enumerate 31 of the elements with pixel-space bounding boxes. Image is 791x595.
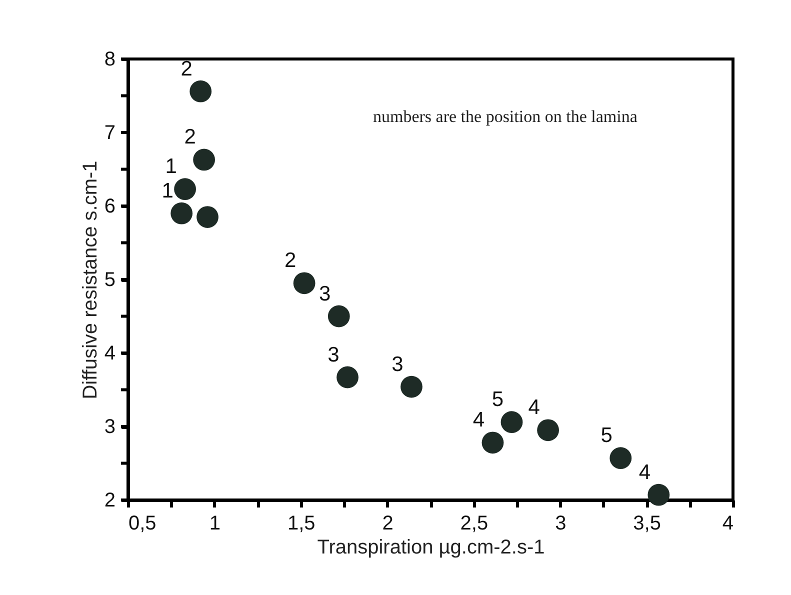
annotation: 4 [472, 408, 485, 432]
x-axis-title: Transpiration µg.cm-2.s-1 [317, 536, 545, 558]
y-tick-label: 8 [104, 48, 116, 70]
annotation: 2 [180, 57, 192, 80]
y-tick-label: 7 [104, 122, 116, 144]
y-axis-title: Diffusive resistance s.cm-1 [79, 160, 102, 400]
annotation: 5 [600, 424, 612, 448]
x-tick-label: 2,5 [460, 512, 488, 534]
y-tick-label: 4 [104, 342, 116, 364]
x-tick-label: 0,5 [128, 512, 156, 534]
x-tick-label: 1,5 [287, 512, 316, 534]
annotation: 4 [638, 460, 651, 484]
annotation: numbers are the position on the lamina [373, 107, 638, 126]
annotation: 4 [528, 396, 540, 420]
x-tick-label: 1 [209, 512, 220, 534]
annotation: 3 [392, 352, 404, 376]
x-tick-label: 3 [555, 512, 566, 534]
y-tick-label: 2 [104, 490, 116, 512]
annotation: 3 [328, 343, 340, 366]
annotation: 1 [165, 155, 177, 178]
y-tick-label: 6 [104, 196, 116, 218]
annotation: 2 [184, 126, 196, 149]
annotation: 2 [284, 249, 296, 272]
annotation: 1 [162, 179, 174, 202]
y-tick-label: 5 [104, 269, 116, 291]
annotation: 3 [319, 282, 331, 306]
x-tick-label: 4 [722, 512, 734, 534]
y-tick-label: 3 [104, 416, 116, 438]
x-tick-label: 2 [382, 512, 394, 534]
x-tick-label: 3,5 [633, 512, 661, 534]
annotation: 5 [492, 388, 504, 412]
